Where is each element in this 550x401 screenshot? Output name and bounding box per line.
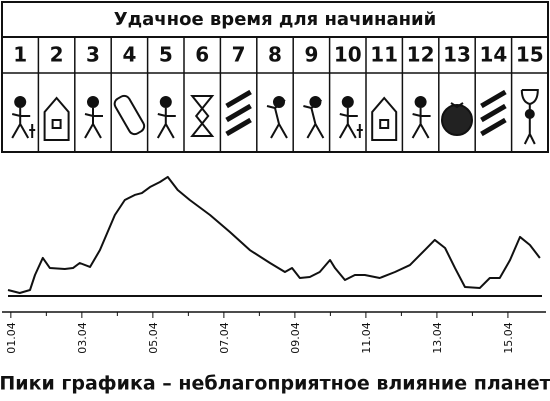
icon-stripe (480, 103, 507, 123)
table-title: Удачное время для начинаний (114, 9, 437, 30)
icon-body (84, 108, 103, 139)
day-number: 10 (334, 43, 362, 67)
icon-body (156, 108, 176, 139)
icon-head (159, 96, 172, 108)
icon-head (14, 96, 27, 108)
icon-body (11, 108, 31, 139)
day-icon (338, 96, 363, 139)
day-number: 12 (407, 43, 435, 67)
x-tick-label: 13.04 (431, 322, 444, 354)
day-number: 13 (443, 43, 471, 67)
icon-head (414, 96, 427, 108)
icon-house (371, 96, 398, 141)
icon-glass (190, 95, 215, 137)
x-tick-label: 05.04 (147, 322, 160, 354)
day-icon (225, 89, 252, 137)
icon-phone (113, 94, 146, 136)
x-tick-label: 11.04 (360, 322, 373, 354)
day-icon (303, 96, 325, 139)
icon-bag-top (450, 102, 464, 109)
day-number: 2 (50, 43, 64, 67)
day-icon (266, 96, 288, 139)
day-icon (11, 96, 36, 139)
day-icon (190, 95, 215, 137)
x-tick-label: 07.04 (218, 322, 231, 354)
icon-child (29, 124, 36, 138)
icon-bag (441, 104, 473, 136)
day-icon (520, 89, 539, 145)
icon-body (303, 99, 325, 139)
icon-child (356, 124, 363, 138)
icon-head (524, 109, 535, 119)
icon-stripe (225, 117, 252, 137)
icon-stripe (480, 89, 507, 109)
day-icon (84, 96, 103, 139)
day-number: 1 (13, 43, 27, 67)
x-tick-label: 09.04 (289, 322, 302, 354)
data-line (7, 175, 541, 294)
icon-cup (520, 89, 539, 110)
chart-caption: Пики графика – неблагоприятное влияние п… (0, 373, 550, 395)
x-tick-label: 15.04 (502, 322, 515, 354)
day-icon (43, 96, 70, 141)
icon-stripe (225, 103, 252, 123)
day-number: 11 (370, 43, 398, 67)
day-icon (411, 96, 431, 139)
icon-stripe (480, 117, 507, 137)
day-number: 6 (195, 43, 209, 67)
day-number: 7 (232, 43, 246, 67)
day-icon (480, 89, 507, 137)
icon-body (338, 108, 358, 139)
day-number: 15 (516, 43, 544, 67)
icon-stripe (225, 89, 252, 109)
day-number: 5 (159, 43, 173, 67)
day-number: 4 (122, 43, 136, 67)
day-number: 9 (304, 43, 318, 67)
icon-body (523, 118, 536, 145)
day-icon (113, 94, 146, 136)
x-tick-label: 01.04 (5, 322, 18, 354)
day-number: 8 (268, 43, 282, 67)
day-icon (441, 102, 473, 136)
day-number: 14 (479, 43, 507, 67)
icon-head (87, 96, 99, 108)
day-number: 3 (86, 43, 100, 67)
icon-body (411, 108, 431, 139)
icon-house (43, 96, 70, 141)
day-icon (371, 96, 398, 141)
icon-head (341, 96, 354, 108)
icon-body (266, 99, 288, 139)
table-frame (1, 1, 549, 153)
day-icon (156, 96, 176, 139)
x-tick-label: 03.04 (76, 322, 89, 354)
